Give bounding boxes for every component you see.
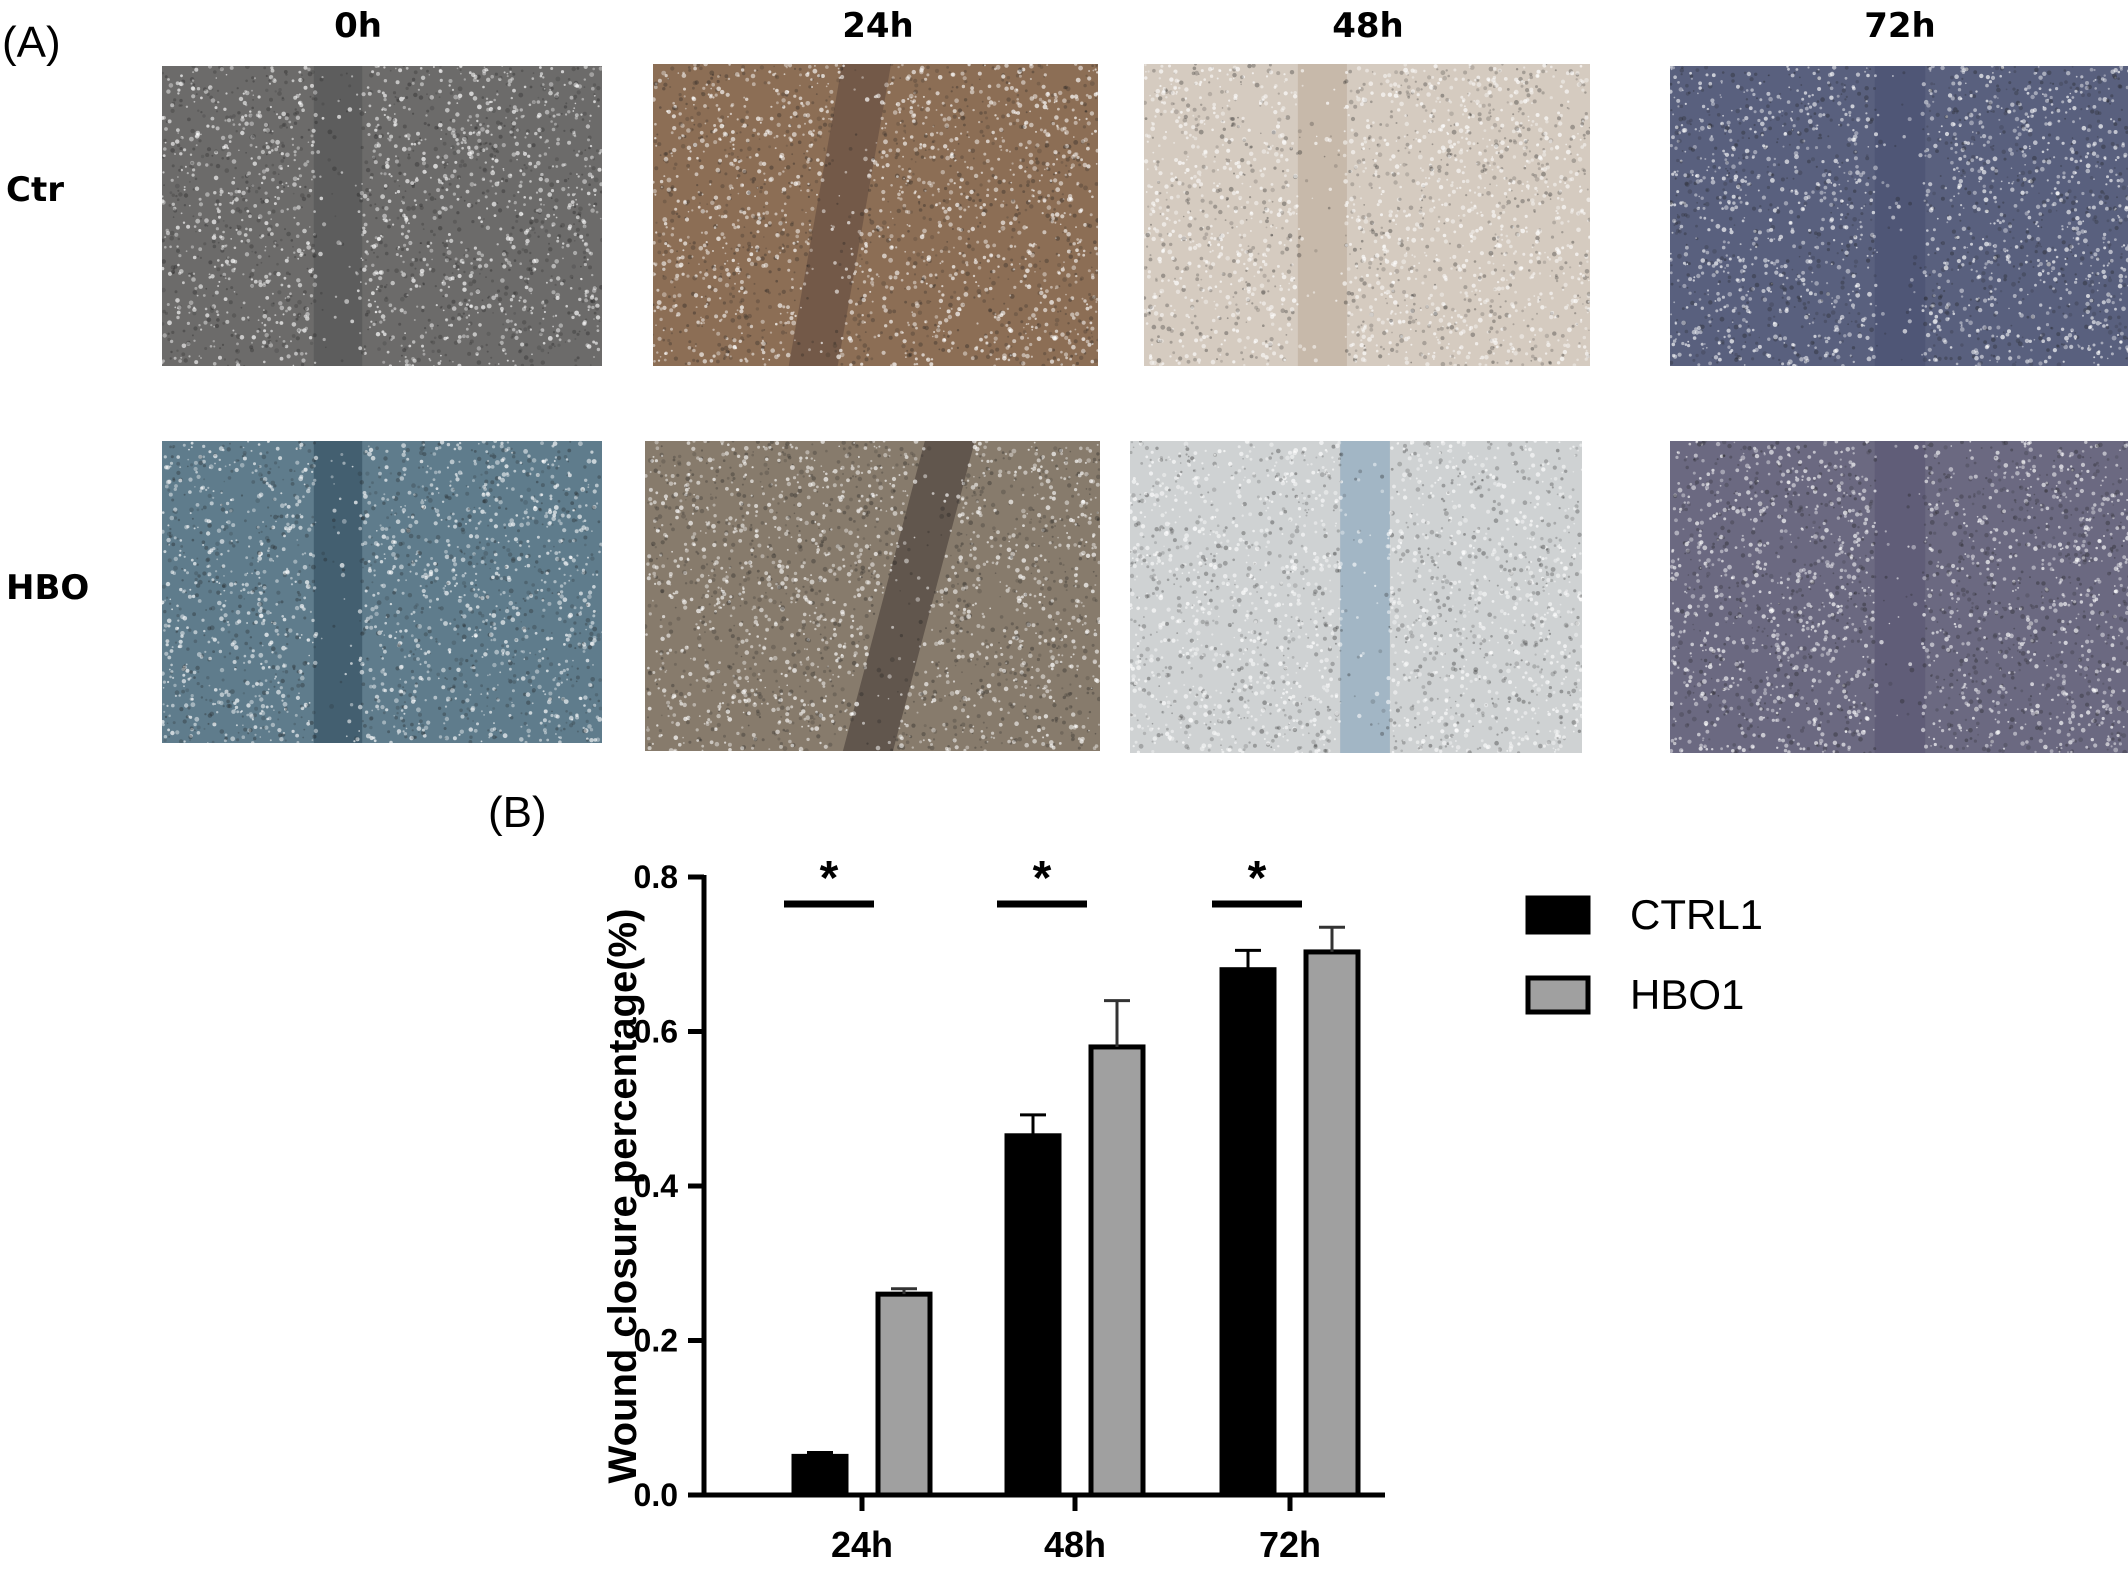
column-label-48h: 48h bbox=[1332, 6, 1404, 46]
x-tick-label-24h: 24h bbox=[831, 1524, 893, 1565]
micrograph-ctr-72h bbox=[1670, 66, 2128, 366]
column-label-0h: 0h bbox=[334, 6, 382, 46]
bar-ctrl1-24h bbox=[791, 1453, 849, 1498]
legend-label-hbo1: HBO1 bbox=[1630, 971, 1744, 1018]
y-tick-label: 0.8 bbox=[634, 859, 678, 895]
legend-label-ctrl1: CTRL1 bbox=[1630, 891, 1763, 938]
error-bar-ctrl1-48h bbox=[1020, 1113, 1046, 1136]
error-bar-ctrl1-24h bbox=[807, 1451, 833, 1457]
bar-hbo1-72h bbox=[1303, 949, 1361, 1498]
error-bar-ctrl1-72h bbox=[1235, 948, 1261, 970]
row-label-ctr: Ctr bbox=[6, 170, 64, 210]
micrograph-hbo-0h bbox=[162, 441, 602, 743]
y-axis-label: Wound closure percentage(%) bbox=[601, 909, 645, 1484]
x-tick-label-72h: 72h bbox=[1259, 1524, 1321, 1565]
y-tick-label: 0.4 bbox=[634, 1168, 679, 1204]
y-tick-label: 0.6 bbox=[634, 1014, 678, 1050]
legend-swatch-ctrl1 bbox=[1525, 895, 1591, 935]
legend-swatch-hbo1 bbox=[1525, 975, 1591, 1015]
micrograph-hbo-48h bbox=[1130, 441, 1582, 753]
micrograph-ctr-24h bbox=[653, 64, 1098, 366]
significance-star-72h: * bbox=[1248, 852, 1267, 905]
error-bar-hbo1-24h bbox=[891, 1287, 917, 1295]
panel-a-letter: (A) bbox=[2, 18, 61, 67]
y-tick-label: 0.0 bbox=[634, 1477, 678, 1513]
bar-hbo1-48h bbox=[1088, 1044, 1146, 1498]
micrograph-hbo-72h bbox=[1670, 441, 2128, 753]
significance-star-48h: * bbox=[1033, 852, 1052, 905]
y-tick-label: 0.2 bbox=[634, 1323, 678, 1359]
column-label-24h: 24h bbox=[842, 6, 914, 46]
panel-b-letter: (B) bbox=[488, 788, 547, 837]
row-label-hbo: HBO bbox=[6, 568, 90, 608]
bar-ctrl1-72h bbox=[1219, 967, 1277, 1498]
micrograph-ctr-0h bbox=[162, 66, 602, 366]
bar-hbo1-24h bbox=[875, 1291, 933, 1498]
x-tick-label-48h: 48h bbox=[1044, 1524, 1106, 1565]
micrograph-hbo-24h bbox=[645, 441, 1100, 751]
error-bar-hbo1-48h bbox=[1104, 999, 1130, 1047]
micrograph-ctr-48h bbox=[1144, 64, 1590, 366]
bar-ctrl1-48h bbox=[1004, 1133, 1062, 1498]
significance-star-24h: * bbox=[820, 852, 839, 905]
column-label-72h: 72h bbox=[1864, 6, 1936, 46]
error-bar-hbo1-72h bbox=[1319, 925, 1345, 952]
